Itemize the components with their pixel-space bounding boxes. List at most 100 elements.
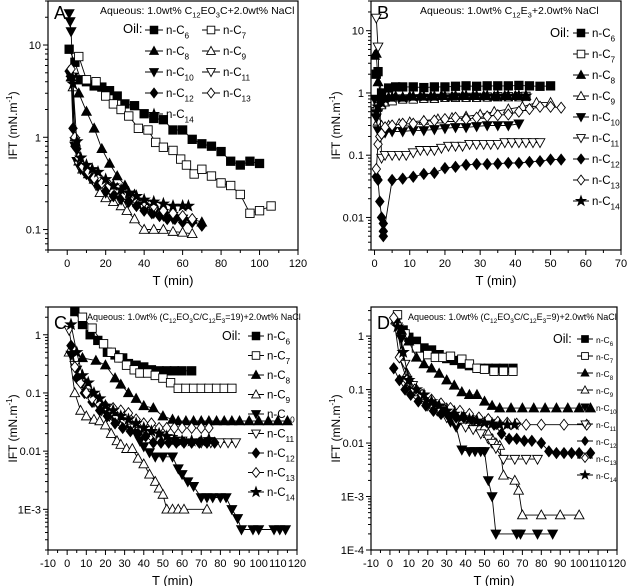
data-point [559,418,569,431]
x-tick-label: 30 [474,258,486,270]
data-point [138,442,150,453]
data-point [442,141,455,153]
data-point [207,493,219,504]
data-point [445,351,456,361]
legend-item: n-C12 [248,447,295,463]
panel-c: -10 0 10 20 30 40 50 60 70 80 90 100 110 120 1E-3 0.01 0… [5,306,306,586]
data-point [129,101,140,111]
legend-item: n-C10 [573,112,620,127]
data-point [169,366,180,376]
data-point [524,81,535,91]
legend: Oil: n-C6 n-C7 n-C8 n-C9 n-C10 n-C11 n-C12 n-C13… [222,329,295,502]
data-point [216,146,226,157]
data-point [94,414,106,426]
data-point [196,421,206,435]
data-point [539,402,551,413]
legend-marker [574,194,588,207]
data-point [514,156,524,170]
legend-item: n-C14 [573,194,620,211]
legend-marker [149,25,159,35]
data-point [410,351,423,362]
legend-marker [576,153,586,165]
legend-item: n-C14 [577,469,617,484]
data-point [475,429,487,440]
x-tick-label: 80 [214,558,226,570]
data-point [447,406,461,420]
data-point [235,189,245,200]
data-point [477,415,492,429]
x-tick-label: 50 [157,558,169,570]
legend-item: n-C11 [202,67,251,82]
data-point [187,366,197,376]
legend-marker [148,45,160,55]
data-point [449,141,462,153]
data-point [129,416,143,430]
data-point [372,76,384,87]
data-point [550,402,563,413]
legend-label: n-C13 [267,468,295,483]
data-point [535,81,545,91]
series-n-c8 [371,47,532,102]
data-point [544,445,554,458]
legend: Oil: n-C6 n-C7 n-C8 n-C9 n-C10 n-C11 n-C12 n-C13… [123,21,251,124]
legend-marker [576,28,586,38]
data-point [456,386,468,397]
data-point [232,514,244,525]
legend-label: n-C13 [596,454,617,467]
data-point [390,319,405,333]
data-point [80,105,93,116]
data-point [206,141,217,151]
legend: Oil: n-C6 n-C7 n-C8 n-C9 n-C10 n-C11 n-C12 n-C13… [550,25,620,211]
data-point [186,227,198,238]
legend-item: n-C7 [202,25,247,40]
data-point [545,100,556,113]
legend-marker [579,469,591,480]
legend-marker [206,25,216,35]
data-point [70,134,84,148]
data-point [535,100,545,113]
data-point [106,403,120,417]
x-tick-label: 30 [118,558,130,570]
data-point [394,373,405,387]
y-tick-label: 1 [358,88,364,100]
y-tick-label: 1E-4 [341,545,364,557]
x-tick-label: 60 [176,258,188,270]
data-point [88,122,100,133]
x-tick-label: 60 [497,558,509,570]
data-point [172,464,184,475]
data-point [496,427,507,440]
data-point [398,82,408,92]
x-tick-label: 110 [269,558,287,570]
legend-item: n-C14 [145,107,194,124]
data-point [397,172,408,185]
y-axis-label: IFT (mN.m-1) [5,394,20,462]
x-tick-label: 0 [387,558,393,570]
data-point [459,88,473,102]
y-axis-label: IFT (mN.m-1) [5,91,20,159]
data-point [81,75,92,85]
data-point [70,345,84,358]
legend-label: n-C14 [596,471,617,484]
data-point [75,368,90,382]
x-tick-label: 20 [100,258,112,270]
data-point [115,438,127,449]
legend-marker [575,113,587,123]
legend-title: Oil: [550,25,570,40]
data-point [168,207,178,220]
legend-item: n-C7 [577,352,614,365]
series-group [371,13,566,243]
legend-item: n-C8 [577,367,614,382]
legend-label: n-C8 [166,46,190,61]
series-n-c14 [66,76,196,212]
x-tick-label: 80 [535,558,547,570]
data-point [138,399,150,411]
series-n-c6 [64,44,265,170]
data-point [554,509,566,520]
data-point [74,150,88,164]
data-point [157,223,169,234]
data-point [385,90,399,104]
data-point [85,162,99,175]
data-point [121,360,132,370]
series-group [63,9,276,238]
